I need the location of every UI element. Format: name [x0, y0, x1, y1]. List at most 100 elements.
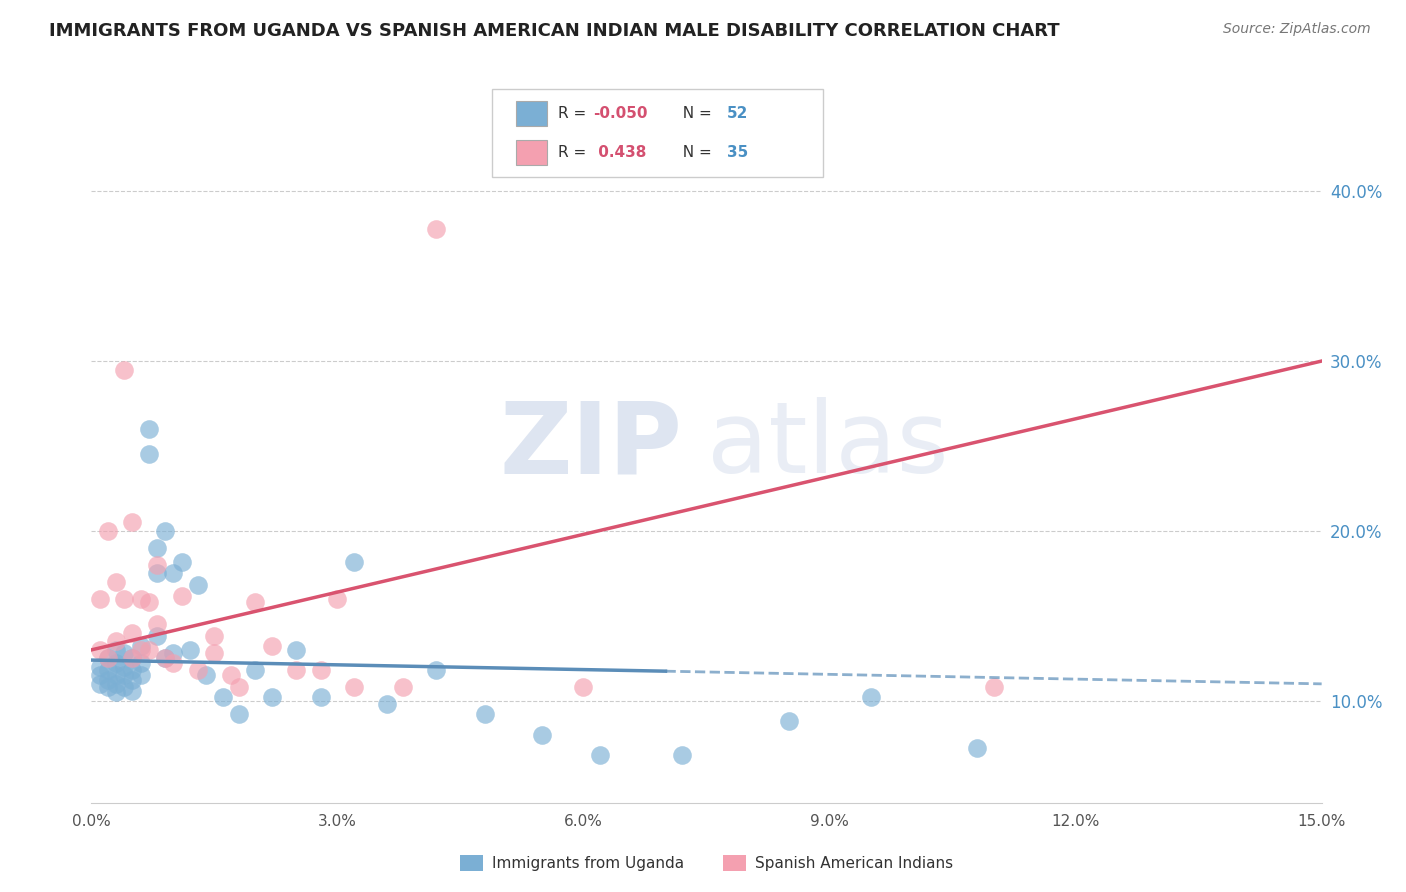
Text: ZIP: ZIP [499, 398, 682, 494]
Point [112, 362, 135, 376]
Point [105, 574, 127, 589]
Point [343, 555, 366, 569]
Text: 52: 52 [727, 106, 748, 120]
Point [474, 707, 496, 722]
Text: IMMIGRANTS FROM UGANDA VS SPANISH AMERICAN INDIAN MALE DISABILITY CORRELATION CH: IMMIGRANTS FROM UGANDA VS SPANISH AMERIC… [49, 22, 1060, 40]
Point [219, 668, 242, 682]
Text: R =: R = [558, 106, 592, 120]
Point [392, 680, 415, 694]
Point [170, 555, 193, 569]
Point [162, 657, 184, 671]
Point [138, 595, 160, 609]
Point [228, 680, 250, 694]
Point [531, 728, 554, 742]
Point [170, 589, 193, 603]
Point [97, 680, 120, 694]
Point [112, 646, 135, 660]
Point [89, 677, 111, 691]
Point [195, 668, 218, 682]
Text: Source: ZipAtlas.com: Source: ZipAtlas.com [1223, 22, 1371, 37]
Point [309, 690, 332, 705]
Point [211, 690, 233, 705]
Point [589, 748, 612, 763]
Point [146, 629, 169, 643]
Text: -0.050: -0.050 [593, 106, 648, 120]
Point [153, 651, 177, 665]
Point [129, 640, 152, 654]
Point [375, 698, 398, 712]
Point [89, 660, 111, 674]
Point [105, 668, 127, 682]
Point [129, 643, 152, 657]
Point [105, 643, 127, 657]
Point [343, 680, 366, 694]
Point [245, 663, 267, 677]
Point [153, 524, 177, 538]
Point [105, 685, 127, 699]
Point [260, 690, 283, 705]
Point [97, 524, 120, 538]
Point [285, 663, 308, 677]
Point [121, 516, 143, 530]
Text: N =: N = [673, 106, 717, 120]
Point [187, 578, 209, 592]
Point [146, 558, 169, 572]
Point [89, 668, 111, 682]
Point [179, 643, 201, 657]
Point [112, 591, 135, 606]
Point [966, 741, 988, 756]
Point [97, 663, 120, 677]
Point [105, 677, 127, 691]
Point [138, 422, 160, 436]
Point [425, 663, 447, 677]
Point [121, 651, 143, 665]
Point [859, 690, 882, 705]
Point [245, 595, 267, 609]
Legend: Immigrants from Uganda, Spanish American Indians: Immigrants from Uganda, Spanish American… [454, 849, 959, 877]
Point [202, 646, 225, 660]
Point [146, 541, 169, 555]
Point [260, 640, 283, 654]
Text: atlas: atlas [706, 398, 948, 494]
Point [572, 680, 595, 694]
Point [89, 591, 111, 606]
Text: 0.438: 0.438 [593, 145, 647, 160]
Point [97, 651, 120, 665]
Text: N =: N = [673, 145, 717, 160]
Text: 35: 35 [727, 145, 748, 160]
Point [202, 629, 225, 643]
Point [778, 714, 800, 729]
Point [129, 657, 152, 671]
Point [121, 626, 143, 640]
Point [105, 657, 127, 671]
Point [326, 591, 349, 606]
Point [162, 566, 184, 581]
Point [983, 680, 1005, 694]
Point [138, 448, 160, 462]
Point [129, 668, 152, 682]
Point [97, 673, 120, 688]
Point [89, 643, 111, 657]
Point [671, 748, 693, 763]
Point [425, 221, 447, 235]
Text: R =: R = [558, 145, 592, 160]
Point [112, 660, 135, 674]
Point [121, 651, 143, 665]
Point [121, 673, 143, 688]
Point [112, 680, 135, 694]
Point [153, 651, 177, 665]
Point [228, 707, 250, 722]
Point [97, 651, 120, 665]
Point [112, 668, 135, 682]
Point [146, 617, 169, 632]
Point [138, 643, 160, 657]
Point [162, 646, 184, 660]
Point [146, 566, 169, 581]
Point [285, 643, 308, 657]
Point [187, 663, 209, 677]
Point [129, 591, 152, 606]
Point [121, 683, 143, 698]
Point [309, 663, 332, 677]
Point [121, 663, 143, 677]
Point [105, 634, 127, 648]
